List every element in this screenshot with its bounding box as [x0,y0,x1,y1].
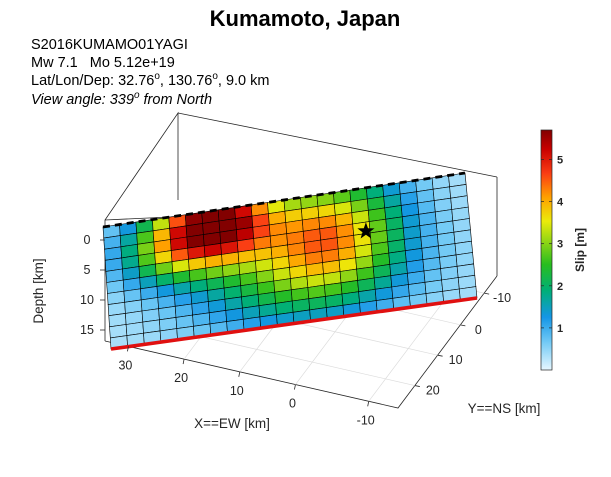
z-tick-label: 0 [84,233,91,247]
y-axis-label: Y==NS [km] [468,401,541,416]
colorbar-tick-label: 5 [557,155,563,167]
y-tick-mark [414,385,420,387]
x-tick-mark [238,371,241,377]
location-line: Lat/Lon/Dep: 32.76o, 130.76o, 9.0 km [31,71,269,89]
box-edge-floor-front [104,275,498,409]
view-prefix: View angle: 339 [31,92,134,108]
hypocenter-star [357,222,375,239]
chart-title: Kumamoto, Japan [210,6,401,31]
degree-mark-view: o [134,90,140,101]
fault-bottom-edge [110,296,478,351]
axis-ticks: 30 20 10 0 -10 -10 0 10 20 0 5 10 15 [80,233,511,427]
x-tick-mark [182,359,185,365]
fault-edges [102,171,478,351]
x-axis-label: X==EW [km] [194,416,270,431]
box-edge-top-left [104,216,171,221]
x-tick-label: 0 [289,397,296,411]
y-tick-label: 20 [426,384,440,398]
x-tick-mark [127,346,129,352]
z-tick-label: 5 [84,263,91,277]
x-tick-label: 10 [230,384,244,398]
y-tick-mark [437,354,443,357]
y-tick-mark [484,292,490,295]
fault-plane [102,172,478,350]
colorbar-tick-label: 3 [557,239,563,251]
degree-mark-lon: o [212,71,218,82]
location-suffix: , 9.0 km [218,73,270,89]
axes-box [104,111,498,409]
y-tick-label: -10 [493,291,511,305]
view-suffix: from North [140,92,213,108]
x-tick-label: -10 [357,413,375,427]
location-prefix: Lat/Lon/Dep: 32.76 [31,73,154,89]
view-angle: View angle: 339o from North [31,90,212,108]
colorbar [540,129,553,371]
box-edge-back-left [104,111,179,341]
x-tick-label: 20 [174,371,188,385]
x-tick-mark [294,384,296,390]
colorbar-tick-label: 4 [557,197,564,209]
colorbar-tick-label: 2 [557,281,563,293]
magnitude: Mw 7.1 [31,55,78,71]
y-tick-label: 0 [475,323,482,337]
colorbar-label: Slip [m] [573,228,587,272]
fault-top-edge [102,171,466,229]
y-tick-mark [460,324,466,327]
magnitude-moment: Mw 7.1 Mo 5.12e+19 [31,55,175,71]
location-mid: , 130.76 [160,73,212,89]
z-tick-label: 10 [80,293,94,307]
y-tick-label: 10 [449,353,463,367]
z-tick-label: 15 [80,323,94,337]
z-axis-label: Depth [km] [31,258,46,323]
degree-mark-lat: o [154,71,160,82]
x-tick-label: 30 [118,358,132,372]
box-edge-top-back [177,112,498,178]
colorbar-ticks: 1 2 3 4 5 [541,155,564,335]
seismic-moment: Mo 5.12e+19 [90,55,175,71]
colorbar-tick-label: 1 [557,323,563,335]
x-tick-mark [367,401,370,407]
event-id: S2016KUMAMO01YAGI [31,37,188,53]
